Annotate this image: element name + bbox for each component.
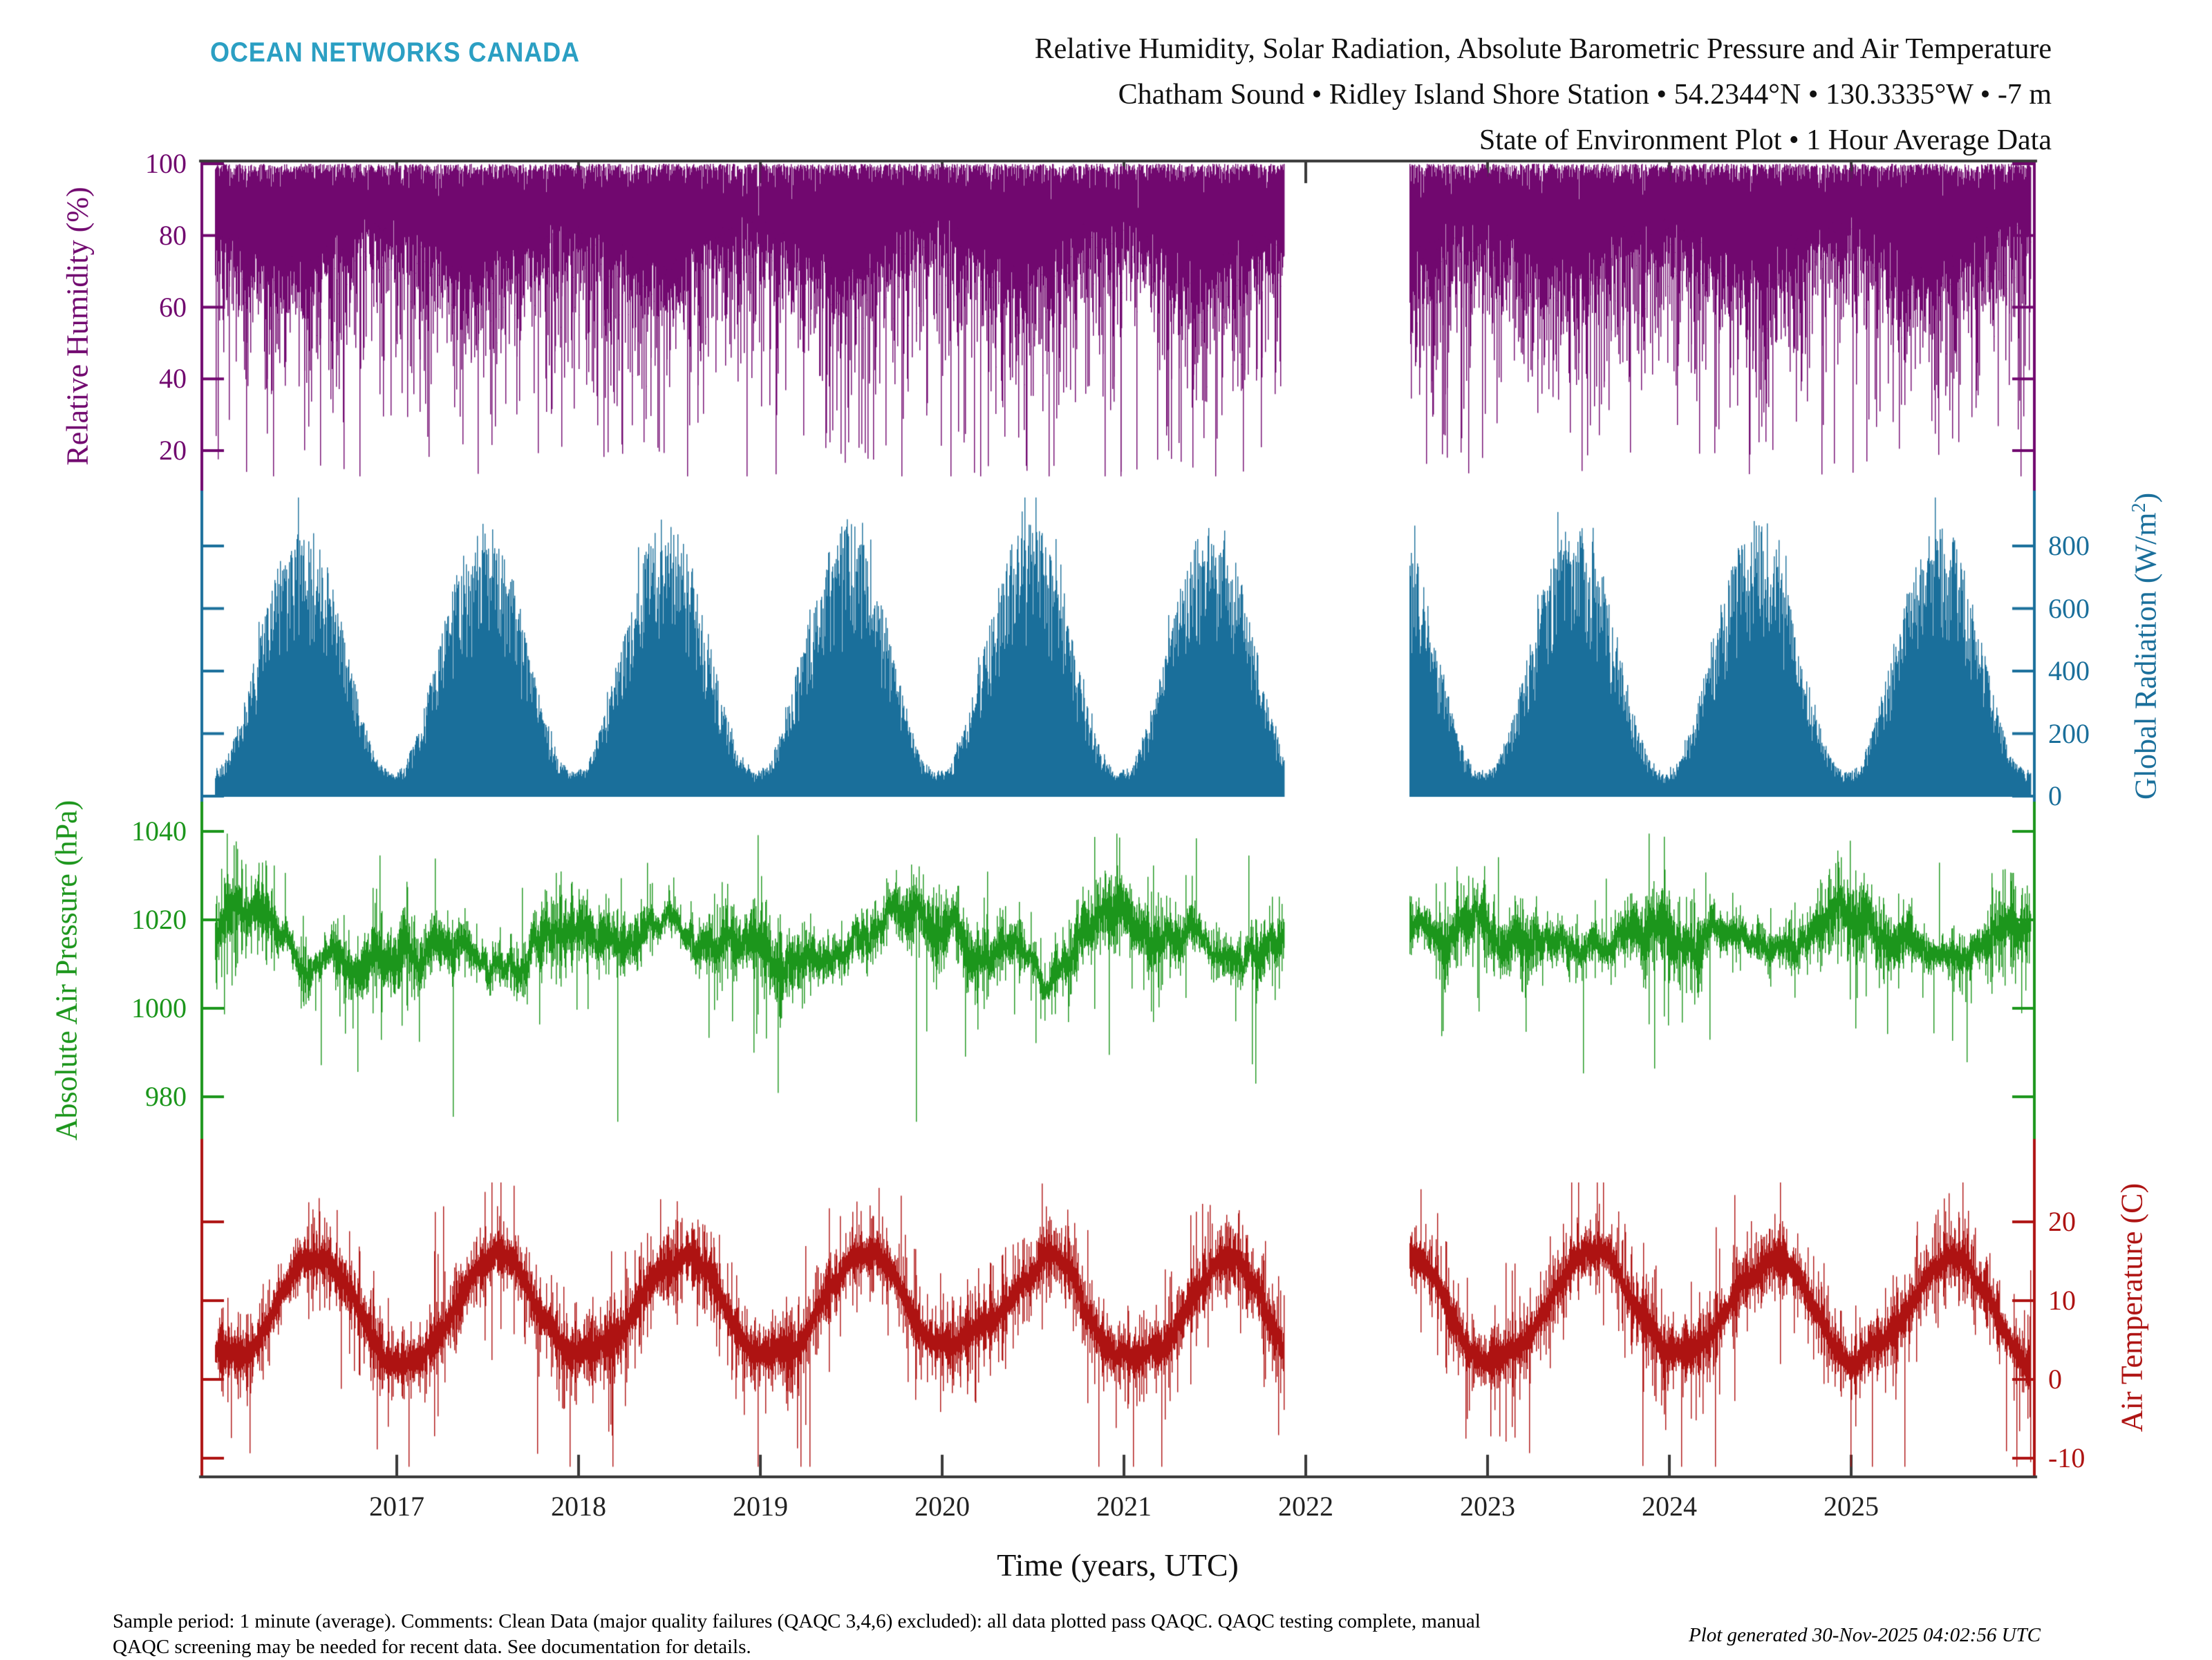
y-tick-label-temperature: -10 <box>2048 1442 2086 1473</box>
y-tick-label-pressure: 1000 <box>131 992 187 1024</box>
y-tick-label-radiation: 200 <box>2048 717 2090 749</box>
y-tick-label-radiation: 0 <box>2048 780 2062 811</box>
y-tick-label-humidity: 40 <box>159 363 187 395</box>
y-tick-label-pressure: 1020 <box>131 904 187 935</box>
y-tick-label-radiation: 600 <box>2048 592 2090 624</box>
x-tick-label: 2020 <box>915 1491 970 1522</box>
y-tick-label-temperature: 0 <box>2048 1364 2062 1395</box>
y-tick-label-radiation: 400 <box>2048 655 2090 686</box>
x-tick-label: 2019 <box>733 1491 788 1522</box>
x-tick-label: 2021 <box>1096 1491 1152 1522</box>
y-axis-label-pressure: Absolute Air Pressure (hPa) <box>49 800 84 1141</box>
y-axis-label-humidity: Relative Humidity (%) <box>60 187 95 466</box>
y-tick-label-pressure: 980 <box>145 1081 187 1112</box>
footer-note-line2: QAQC screening may be needed for recent … <box>113 1636 751 1658</box>
y-axis-label-radiation-sup: 2 <box>2128 502 2150 513</box>
x-tick-label: 2025 <box>1824 1491 1879 1522</box>
y-tick-label-humidity: 20 <box>159 435 187 466</box>
onc-logo: OCEAN NETWORKS CANADA <box>210 37 580 68</box>
x-tick-label: 2018 <box>551 1491 606 1522</box>
y-axis-label-radiation-close: ) <box>2128 492 2163 503</box>
y-tick-label-humidity: 80 <box>159 219 187 251</box>
plot-title: Relative Humidity, Solar Radiation, Abso… <box>1035 26 2052 163</box>
y-tick-label-temperature: 20 <box>2048 1206 2076 1237</box>
x-tick-label: 2017 <box>369 1491 424 1522</box>
x-tick-label: 2024 <box>1642 1491 1697 1522</box>
y-tick-label-humidity: 60 <box>159 291 187 323</box>
footer-note-line1: Sample period: 1 minute (average). Comme… <box>113 1610 1481 1632</box>
x-tick-label: 2022 <box>1278 1491 1333 1522</box>
y-tick-label-temperature: 10 <box>2048 1285 2076 1316</box>
y-axis-label-radiation-main: Global Radiation (W/m <box>2128 512 2163 800</box>
plot-title-line2: Chatham Sound • Ridley Island Shore Stat… <box>1118 79 2052 111</box>
plot-title-line1: Relative Humidity, Solar Radiation, Abso… <box>1034 33 2052 65</box>
x-tick-label: 2023 <box>1460 1491 1515 1522</box>
generated-timestamp: Plot generated 30-Nov-2025 04:02:56 UTC <box>1688 1624 2041 1646</box>
y-axis-label-temperature: Air Temperature (C) <box>2115 1182 2149 1433</box>
y-tick-label-radiation: 800 <box>2048 530 2090 561</box>
plot-title-line3: State of Environment Plot • 1 Hour Avera… <box>1479 124 2052 156</box>
y-tick-label-humidity: 100 <box>145 148 187 179</box>
y-axis-label-radiation: Global Radiation (W/m2) <box>2128 493 2164 800</box>
x-axis-label: Time (years, UTC) <box>997 1547 1239 1583</box>
y-tick-label-pressure: 1040 <box>131 815 187 847</box>
footer-note: Sample period: 1 minute (average). Comme… <box>113 1609 1481 1660</box>
